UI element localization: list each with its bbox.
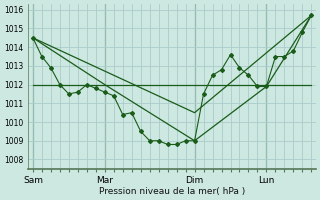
X-axis label: Pression niveau de la mer( hPa ): Pression niveau de la mer( hPa ) xyxy=(99,187,245,196)
